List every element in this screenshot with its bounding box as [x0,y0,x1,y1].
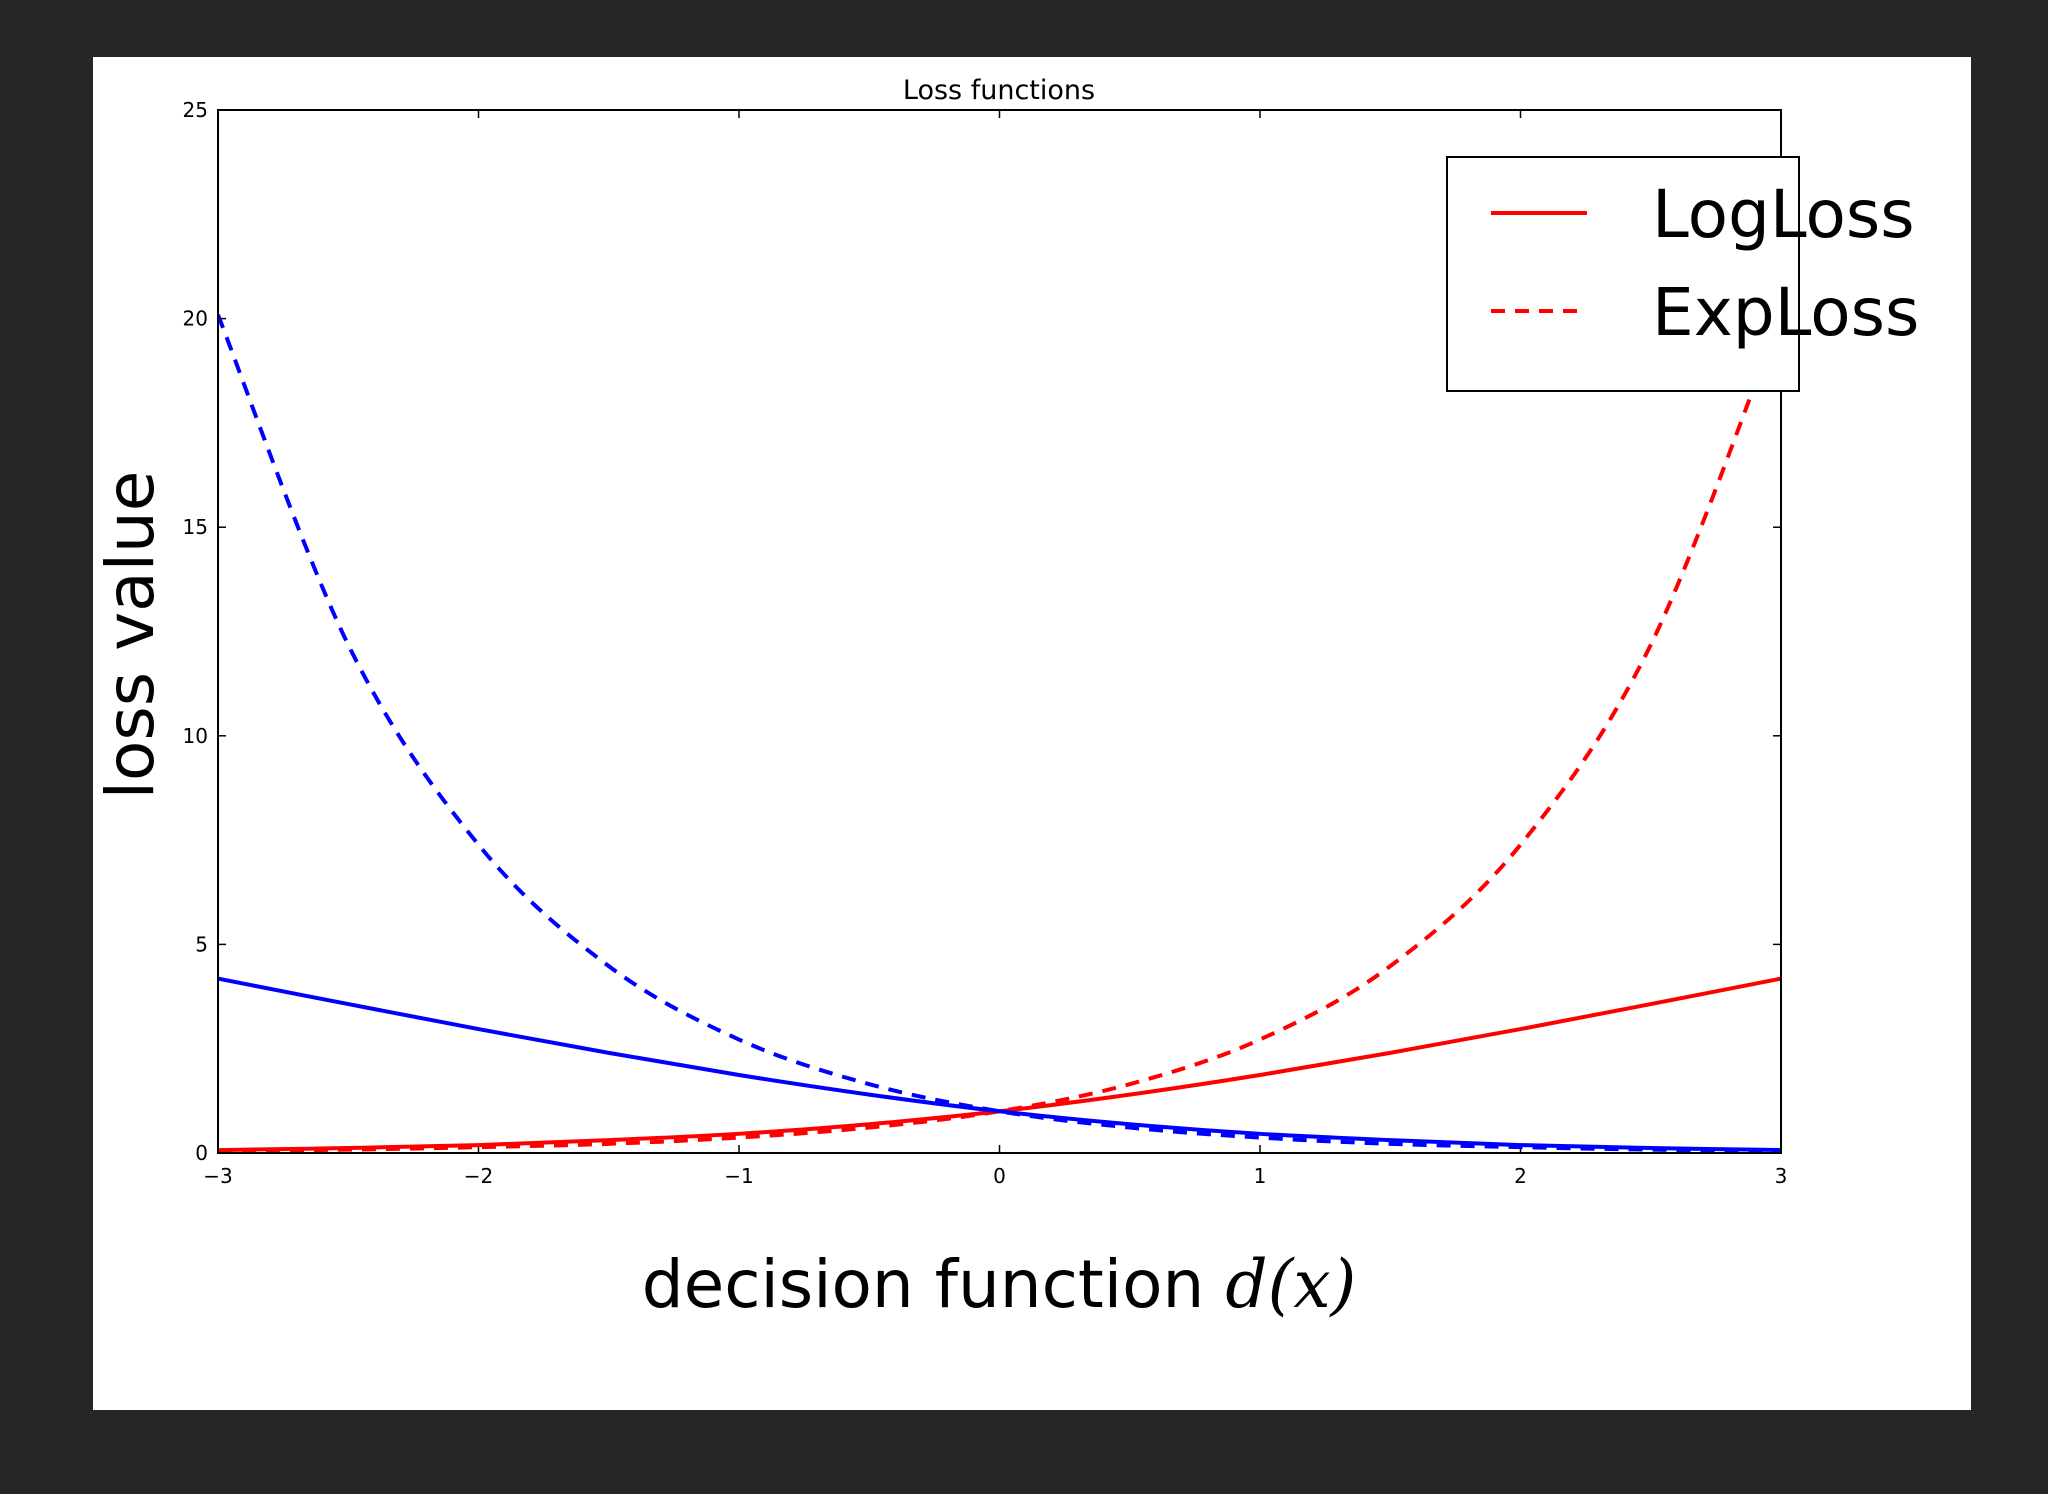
x-tick-label: 0 [993,1164,1006,1188]
x-tick-label: 1 [1254,1164,1267,1188]
y-tick-label: 10 [183,724,208,748]
series-line-3 [218,314,1781,1153]
x-tick-label: −2 [464,1164,493,1188]
series-line-0 [218,976,1781,1153]
x-tick-label: 2 [1514,1164,1527,1188]
y-tick-label: 15 [183,515,208,539]
series-line-1 [218,314,1781,1153]
figure: Loss functions −3 −2 −1 0 1 2 3 0 5 10 15 20 25 deci… [93,57,1971,1410]
y-tick-label: 0 [195,1141,208,1165]
x-axis-label: decision function d(x) [642,1246,1357,1323]
legend-label: ExpLoss [1652,274,1919,351]
plot-lines [218,314,1781,1153]
y-tick-label: 25 [183,98,208,122]
plot-frame [217,109,1782,1154]
x-tick-label: −3 [203,1164,232,1188]
legend-label: LogLoss [1652,176,1915,253]
y-axis-label: loss value [93,471,169,800]
loss-functions-chart: Loss functions −3 −2 −1 0 1 2 3 0 5 10 15 20 25 deci… [93,75,1919,1323]
legend: LogLoss ExpLoss [1446,156,1919,392]
legend-box [1446,156,1800,392]
x-tick-label: 3 [1775,1164,1788,1188]
y-tick-label: 5 [195,932,208,956]
chart-title: Loss functions [903,75,1095,106]
x-tick-label: −1 [724,1164,753,1188]
x-axis-math: d(x) [1225,1246,1356,1323]
y-tick-label: 20 [183,307,208,331]
series-line-2 [218,976,1781,1153]
